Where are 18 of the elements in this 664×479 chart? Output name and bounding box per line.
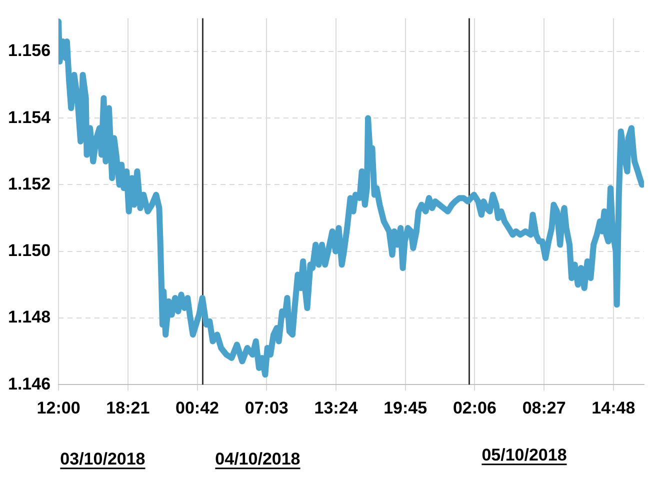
x-tick-label: 12:00 <box>36 398 80 418</box>
y-tick-label: 1.154 <box>8 108 52 127</box>
x-tick-label: 07:03 <box>244 398 288 418</box>
y-tick-label: 1.146 <box>8 374 51 394</box>
x-tick-label: 08:27 <box>522 398 566 418</box>
x-tick-label: 00:42 <box>176 398 219 418</box>
x-tick-label: 13:24 <box>314 398 358 418</box>
y-tick-label: 1.148 <box>8 308 51 327</box>
y-tick-label: 1.150 <box>8 241 51 260</box>
x-tick-label: 14:48 <box>592 398 636 418</box>
text: 03/10/2018 <box>60 450 146 469</box>
x-tick-label: 18:21 <box>106 398 150 418</box>
y-tick-label: 1.156 <box>8 41 51 60</box>
x-tick-label: 19:45 <box>384 398 428 418</box>
text: 04/10/2018 <box>215 450 300 469</box>
y-tick-label: 1.152 <box>8 174 51 194</box>
text: 05/10/2018 <box>482 446 567 465</box>
x-tick-label: 02:06 <box>452 398 496 418</box>
